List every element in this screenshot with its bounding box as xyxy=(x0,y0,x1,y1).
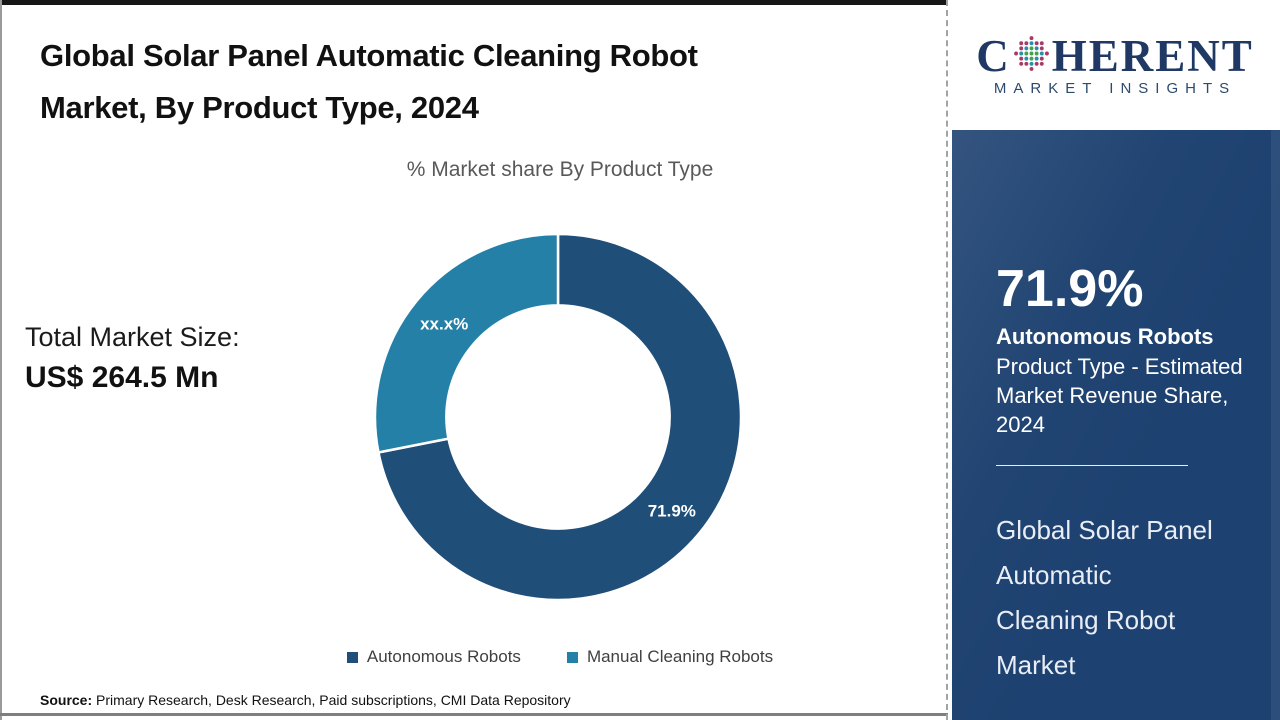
donut-segment-label-0: 71.9% xyxy=(648,502,696,521)
highlight-panel: 71.9% Autonomous Robots Product Type - E… xyxy=(952,130,1280,720)
chart-subtitle: % Market share By Product Type xyxy=(406,158,714,181)
total-market-size-block: Total Market Size: US$ 264.5 Mn xyxy=(25,322,240,395)
donut-segment-label-1: xx.x% xyxy=(420,314,468,333)
legend-swatch-manual xyxy=(566,651,578,663)
total-market-size-label: Total Market Size: xyxy=(25,322,240,352)
panel-market-title-line4: Market xyxy=(996,650,1076,680)
top-border xyxy=(0,0,948,5)
legend-swatch-autonomous xyxy=(346,651,358,663)
brand-logo-letter-c: C xyxy=(976,30,1011,81)
donut-chart-svg: 71.9% xx.x% xyxy=(373,232,743,602)
panel-market-title-line2: Automatic xyxy=(996,560,1112,590)
sidebar: C HERENT MARKET INSIGHTS 71.9% Autonomou… xyxy=(950,0,1280,720)
page-title: Global Solar Panel Automatic Cleaning Ro… xyxy=(40,30,900,134)
donut-segment-1 xyxy=(373,232,560,454)
brand-logo-rest: HERENT xyxy=(1051,30,1254,81)
panel-market-title-line3: Cleaning Robot xyxy=(996,605,1176,635)
panel-divider xyxy=(996,465,1188,466)
panel-market-title-line1: Global Solar Panel xyxy=(996,515,1213,545)
total-market-size-value: US$ 264.5 Mn xyxy=(25,361,219,394)
source-line: Source: Primary Research, Desk Research,… xyxy=(40,692,571,708)
brand-logo-word: C HERENT xyxy=(976,30,1254,81)
page-title-line2: Market, By Product Type, 2024 xyxy=(40,90,479,125)
highlight-description: Product Type - Estimated Market Revenue … xyxy=(996,354,1243,437)
brand-logo: C HERENT MARKET INSIGHTS xyxy=(950,0,1280,130)
dashed-separator xyxy=(946,0,948,720)
highlight-value: 71.9% xyxy=(996,260,1144,318)
legend-label-manual: Manual Cleaning Robots xyxy=(586,647,774,666)
highlight-panel-content: 71.9% Autonomous Robots Product Type - E… xyxy=(952,130,1280,688)
legend-label-autonomous: Autonomous Robots xyxy=(366,647,521,666)
page-title-line1: Global Solar Panel Automatic Cleaning Ro… xyxy=(40,38,698,73)
legend-item-manual: Manual Cleaning Robots xyxy=(566,647,774,667)
bottom-border xyxy=(0,713,948,716)
source-prefix: Source: xyxy=(40,692,93,708)
legend-item-autonomous: Autonomous Robots xyxy=(346,647,521,667)
highlight-label: Autonomous Robots xyxy=(996,324,1214,349)
donut-chart: 71.9% xx.x% xyxy=(368,227,748,607)
chart-legend: Autonomous Robots Manual Cleaning Robots xyxy=(300,642,820,672)
donut-segment-0 xyxy=(376,232,743,602)
main-content: Global Solar Panel Automatic Cleaning Ro… xyxy=(0,0,948,720)
globe-dots-icon xyxy=(1013,36,1049,71)
brand-logo-subtitle: MARKET INSIGHTS xyxy=(993,79,1237,97)
source-text: Primary Research, Desk Research, Paid su… xyxy=(92,692,571,708)
left-border xyxy=(0,0,2,720)
panel-market-title: Global Solar Panel Automatic Cleaning Ro… xyxy=(996,508,1250,688)
